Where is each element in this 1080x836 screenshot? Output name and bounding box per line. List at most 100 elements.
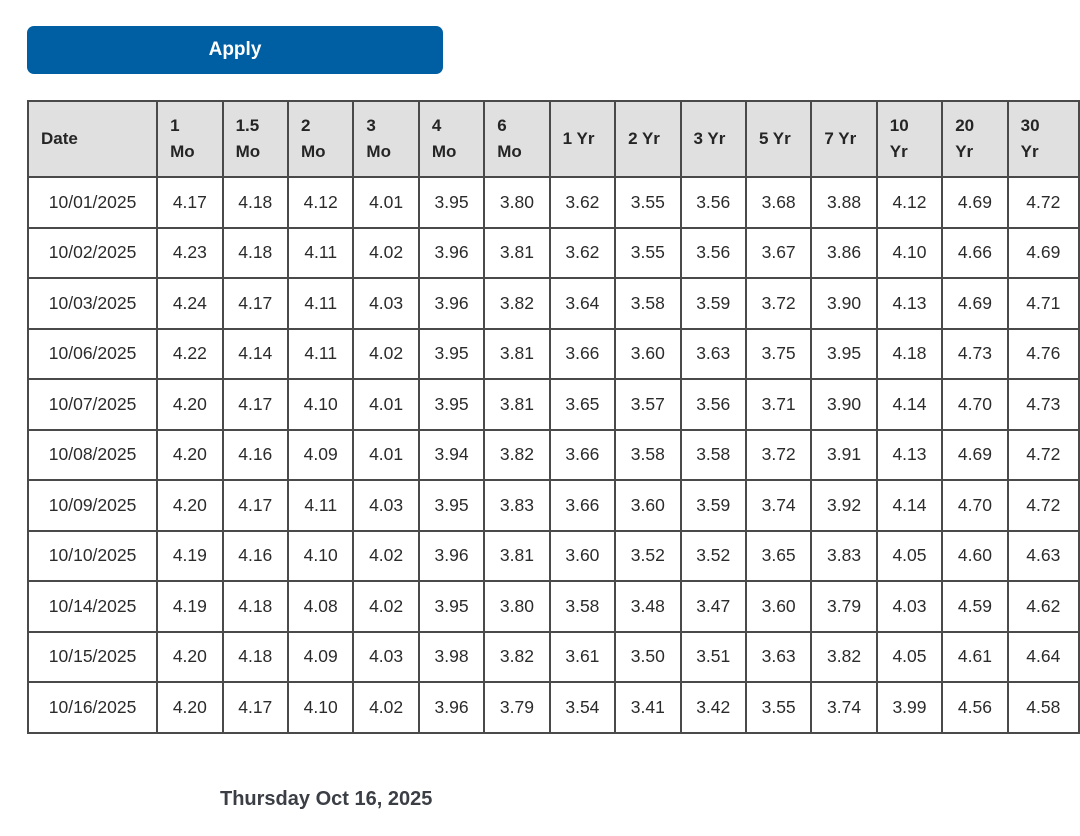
rate-cell: 3.74 <box>744 479 813 532</box>
rate-cell: 3.68 <box>744 176 813 229</box>
rate-cell: 4.11 <box>286 226 355 279</box>
date-cell: 10/03/2025 <box>26 277 159 330</box>
rate-cell: 3.75 <box>744 327 813 380</box>
rate-cell: 3.82 <box>810 630 878 683</box>
col-header: 2 Yr <box>614 100 682 178</box>
rate-cell: 3.72 <box>744 428 813 481</box>
rate-cell: 3.56 <box>679 176 747 229</box>
table-row: 10/02/2025 4.23 4.18 4.11 4.02 3.96 3.81 3.62 3.… <box>26 226 1080 279</box>
rate-cell: 3.94 <box>417 428 486 481</box>
rate-cell: 3.96 <box>417 529 486 582</box>
rate-cell: 4.01 <box>352 428 420 481</box>
col-header: 7 Yr <box>810 100 878 178</box>
rate-cell: 4.71 <box>1006 277 1080 330</box>
rate-cell: 3.80 <box>483 580 551 633</box>
date-cell: 10/15/2025 <box>26 630 159 683</box>
rate-cell: 3.55 <box>614 176 682 229</box>
rate-cell: 4.14 <box>875 479 944 532</box>
col-header: 5 Yr <box>744 100 813 178</box>
rate-cell: 3.60 <box>614 479 682 532</box>
rate-cell: 4.24 <box>156 277 224 330</box>
rate-cell: 4.10 <box>286 529 355 582</box>
table-row: 10/16/2025 4.20 4.17 4.10 4.02 3.96 3.79 3.54 3.… <box>26 681 1080 734</box>
rate-cell: 3.95 <box>417 580 486 633</box>
rate-cell: 3.98 <box>417 630 486 683</box>
col-header: 2 Mo <box>286 100 355 178</box>
rate-cell: 4.76 <box>1006 327 1080 380</box>
rate-cell: 4.11 <box>286 327 355 380</box>
rate-cell: 3.65 <box>744 529 813 582</box>
rate-cell: 4.02 <box>352 327 420 380</box>
table-row: 10/08/2025 4.20 4.16 4.09 4.01 3.94 3.82 3.66 3.… <box>26 428 1080 481</box>
rate-cell: 4.69 <box>941 428 1009 481</box>
rate-cell: 3.51 <box>679 630 747 683</box>
rate-cell: 4.14 <box>875 378 944 431</box>
rate-cell: 3.41 <box>614 681 682 734</box>
header-row: Date 1 Mo 1.5 Mo 2 Mo 3 Mo 4 Mo 6 Mo 1 Yr 2 Yr 3 … <box>26 100 1080 178</box>
rate-cell: 3.96 <box>417 681 486 734</box>
rate-cell: 3.81 <box>483 327 551 380</box>
rate-cell: 3.47 <box>679 580 747 633</box>
rate-cell: 3.91 <box>810 428 878 481</box>
rate-cell: 3.56 <box>679 378 747 431</box>
rate-cell: 3.62 <box>548 226 617 279</box>
rate-cell: 4.18 <box>221 176 289 229</box>
rate-cell: 3.65 <box>548 378 617 431</box>
rate-cell: 3.66 <box>548 428 617 481</box>
rate-cell: 4.19 <box>156 580 224 633</box>
rate-cell: 4.03 <box>352 479 420 532</box>
date-cell: 10/01/2025 <box>26 176 159 229</box>
rate-cell: 3.83 <box>483 479 551 532</box>
rate-cell: 4.72 <box>1006 479 1080 532</box>
col-header: 3 Mo <box>352 100 420 178</box>
rate-cell: 4.14 <box>221 327 289 380</box>
daily-rates-table: Date 1 Mo 1.5 Mo 2 Mo 3 Mo 4 Mo 6 Mo 1 Yr 2 Yr 3 … <box>26 100 1080 734</box>
rate-cell: 4.17 <box>221 378 289 431</box>
rate-cell: 3.95 <box>417 176 486 229</box>
rate-cell: 3.81 <box>483 529 551 582</box>
rate-cell: 3.59 <box>679 479 747 532</box>
date-cell: 10/06/2025 <box>26 327 159 380</box>
rate-cell: 4.09 <box>286 630 355 683</box>
date-cell: 10/14/2025 <box>26 580 159 633</box>
rate-cell: 3.83 <box>810 529 878 582</box>
rate-cell: 3.52 <box>679 529 747 582</box>
rate-cell: 3.52 <box>614 529 682 582</box>
rate-cell: 4.05 <box>875 630 944 683</box>
rate-cell: 3.55 <box>614 226 682 279</box>
rate-cell: 3.79 <box>483 681 551 734</box>
rate-cell: 4.72 <box>1006 176 1080 229</box>
rate-cell: 3.82 <box>483 630 551 683</box>
rate-cell: 4.10 <box>286 681 355 734</box>
rate-cell: 3.63 <box>679 327 747 380</box>
table-row: 10/09/2025 4.20 4.17 4.11 4.03 3.95 3.83 3.66 3.… <box>26 479 1080 532</box>
date-cell: 10/08/2025 <box>26 428 159 481</box>
rate-cell: 3.55 <box>744 681 813 734</box>
rate-cell: 3.58 <box>548 580 617 633</box>
rate-cell: 3.86 <box>810 226 878 279</box>
rate-cell: 3.95 <box>417 378 486 431</box>
rate-cell: 4.12 <box>875 176 944 229</box>
rate-cell: 3.58 <box>614 277 682 330</box>
rate-cell: 3.66 <box>548 327 617 380</box>
rate-cell: 4.02 <box>352 226 420 279</box>
rate-cell: 3.56 <box>679 226 747 279</box>
rate-cell: 4.73 <box>1006 378 1080 431</box>
rate-cell: 4.22 <box>156 327 224 380</box>
rate-cell: 3.60 <box>614 327 682 380</box>
rate-cell: 4.17 <box>221 277 289 330</box>
rate-cell: 3.48 <box>614 580 682 633</box>
rate-cell: 4.20 <box>156 630 224 683</box>
rate-cell: 4.19 <box>156 529 224 582</box>
table-row: 10/01/2025 4.17 4.18 4.12 4.01 3.95 3.80 3.62 3.… <box>26 176 1080 229</box>
rate-cell: 3.96 <box>417 226 486 279</box>
table-row: 10/10/2025 4.19 4.16 4.10 4.02 3.96 3.81 3.60 3.… <box>26 529 1080 582</box>
col-header: 1 Yr <box>548 100 617 178</box>
rate-cell: 3.95 <box>417 479 486 532</box>
rate-cell: 4.11 <box>286 479 355 532</box>
rate-cell: 4.02 <box>352 580 420 633</box>
apply-button[interactable]: Apply <box>27 26 443 74</box>
col-header: 10 Yr <box>875 100 944 178</box>
rate-cell: 3.50 <box>614 630 682 683</box>
rate-cell: 3.60 <box>548 529 617 582</box>
